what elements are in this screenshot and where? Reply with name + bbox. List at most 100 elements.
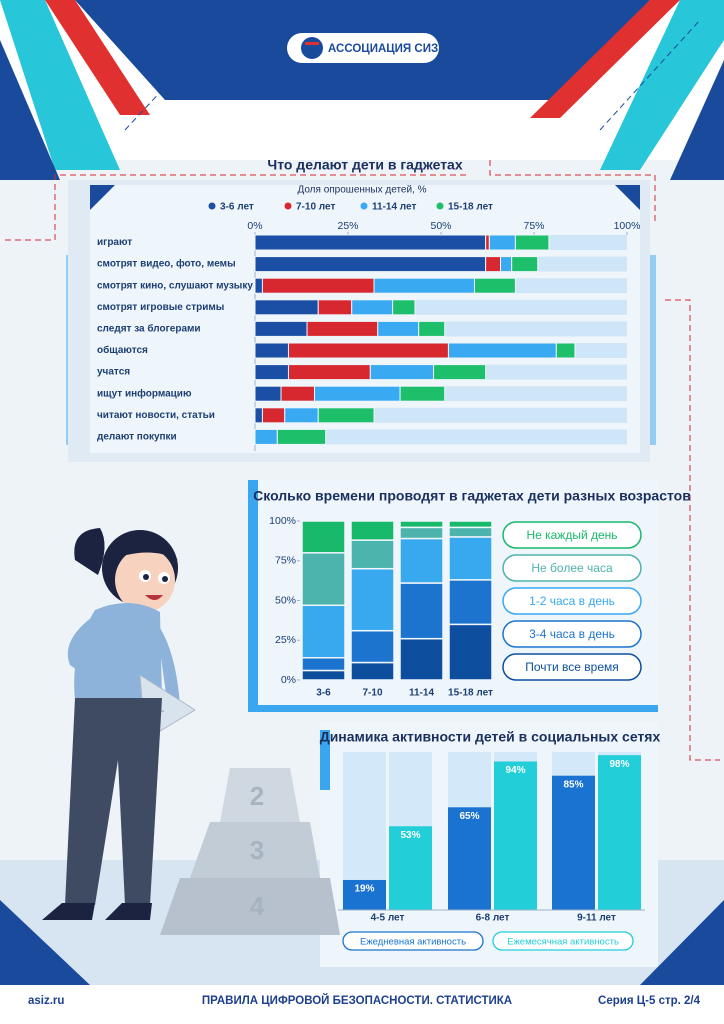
bar [448,807,491,910]
shoe [42,903,95,920]
category-label: читают новости, статьи [97,410,215,421]
bar-segment [314,385,401,402]
bar-segment [317,407,375,424]
bar-segment [301,669,346,681]
legend-label: Не каждый день [526,528,617,542]
bar-segment [488,234,516,251]
floor-corner [0,900,90,985]
footer-site: asiz.ru [28,995,64,1007]
category-label: делают покупки [97,432,177,443]
decor-line [124,19,701,131]
stripe [0,0,120,170]
bar [494,761,537,910]
bar-segment [418,320,446,337]
bar-segment [317,299,353,316]
pyramid-step [190,822,320,878]
pyramid-step [220,768,300,822]
corner [90,185,115,210]
bar-segment [350,539,395,570]
bar-segment [350,520,395,541]
x-tick-label: 11-14 [409,688,434,699]
stripe [530,0,680,118]
value-label: 85% [563,779,583,790]
hair [74,528,105,575]
bar [598,755,641,910]
bar-segment [276,428,327,445]
x-tick-label: 9-11 лет [577,913,616,924]
x-tick-label: 3-6 [316,688,331,699]
legend-label: 3-4 часа в день [529,627,615,641]
legend-button [502,554,642,582]
legend-label: 3-6 лет [220,202,254,213]
logo-icon [305,42,319,45]
bar-segment [448,526,493,538]
bar-segment [280,385,316,402]
bar-segment [447,342,557,359]
bar-segment [514,234,550,251]
bar-segment [511,256,539,273]
bar-segment [254,277,263,294]
panel-accent [320,730,330,790]
bar-segment [254,385,282,402]
bar-segment [448,536,493,581]
bar-segment [254,428,278,445]
stripe [45,0,150,115]
bar-segment [351,299,394,316]
legend-label: Ежедневная активность [360,937,466,948]
bar-segment [350,661,395,681]
legend-swatch [360,202,368,210]
bar-segment [254,407,263,424]
bar-segment [399,385,446,402]
bar-segment [485,234,490,251]
eye [162,576,168,582]
x-tick-label: 50% [430,220,451,232]
legend-label: 7-10 лет [296,202,335,213]
category-label: ищут информацию [97,387,192,399]
legend-button [502,521,642,549]
value-label: 53% [400,830,420,841]
bar [343,879,386,910]
bar-segment [399,526,444,540]
y-tick-label: 0% [281,674,296,686]
bar-segment [254,256,487,273]
x-tick-label: 100% [614,220,641,232]
value-label: 65% [459,811,479,822]
x-tick-label: 4-5 лет [371,913,405,924]
category-label: смотрят кино, слушают музыку [97,280,253,291]
shoe [105,903,152,920]
bar-segment [399,637,444,681]
pyramid-step [160,878,340,935]
bar-segment [301,604,346,659]
bar-segment [448,623,493,681]
bar-segment [301,552,346,607]
bar-segment [254,342,289,359]
corner [615,185,640,210]
arm [150,615,180,708]
arm [67,615,115,690]
legend-button [502,653,642,681]
bar-segment [254,234,487,251]
bar-segment [448,579,493,626]
logo-pill [287,33,439,63]
bar-segment [399,537,444,584]
bar-segment [350,567,395,632]
category-label: смотрят игровые стримы [97,302,224,313]
eye [143,574,149,580]
bar-segment [284,407,319,424]
category-label: смотрят видео, фото, мемы [97,258,236,270]
x-tick-label: 75% [523,220,544,232]
hair [110,540,178,560]
legend-button [342,931,484,951]
x-tick-label: 15-18 лет [448,688,493,699]
bar-segment [500,256,513,273]
category-label: следят за блогерами [97,323,201,335]
x-tick-label: 6-8 лет [476,913,510,924]
bar-segment [373,277,475,294]
legend-button [502,587,642,615]
chart-subtitle: Доля опрошенных детей, % [297,185,426,196]
category-label: учатся [97,367,130,378]
bar-segment [369,364,435,381]
chart-title: Динамика активности детей в социальных с… [320,729,661,745]
bar-segment [287,342,449,359]
